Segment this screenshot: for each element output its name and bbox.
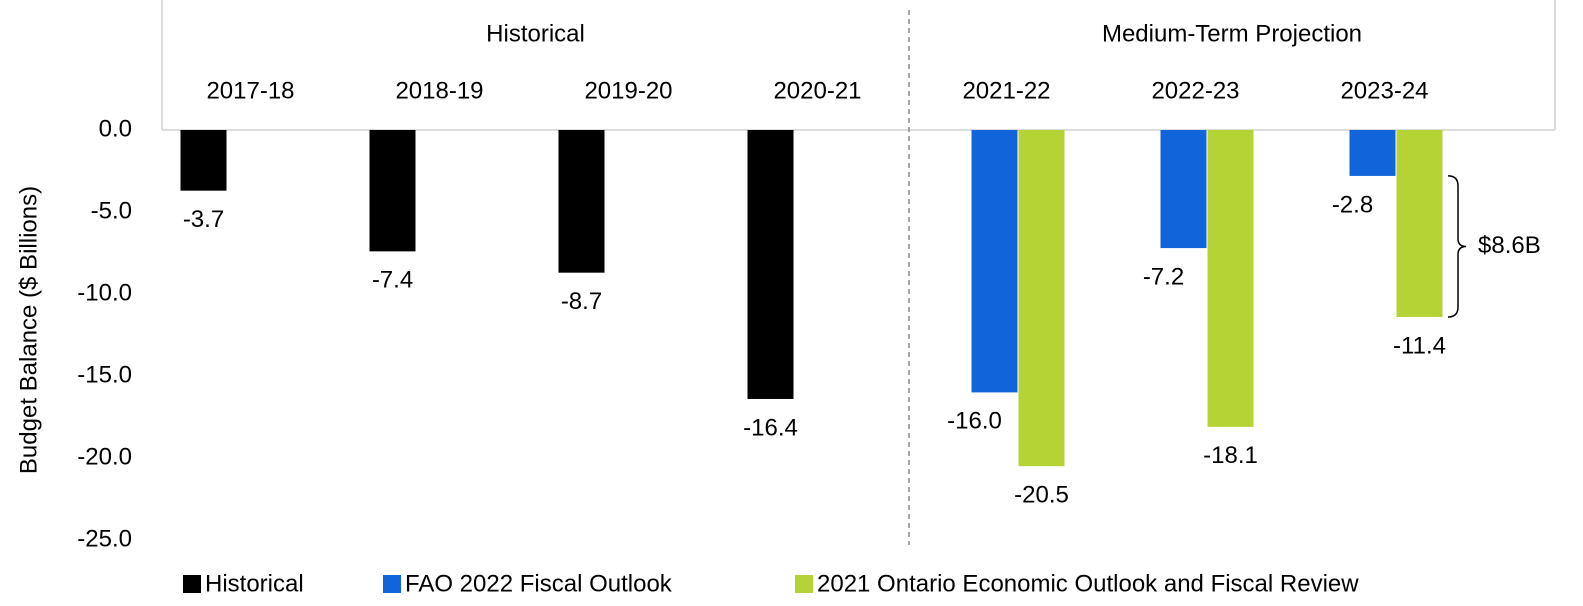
legend-swatch — [383, 575, 401, 593]
x-tick-label: 2019-20 — [584, 77, 672, 104]
bar — [747, 130, 794, 399]
value-label: -7.4 — [372, 267, 413, 294]
value-label: -2.8 — [1332, 191, 1373, 218]
group-label: Historical — [486, 20, 585, 47]
bar — [971, 130, 1018, 393]
value-label: -8.7 — [561, 288, 602, 315]
x-tick-label: 2017-18 — [206, 77, 294, 104]
bar — [1207, 130, 1254, 427]
legend-label: Historical — [205, 570, 304, 597]
y-axis-title: Budget Balance ($ Billions) — [15, 186, 42, 474]
value-label: -7.2 — [1143, 263, 1184, 290]
x-tick-label: 2022-23 — [1151, 77, 1239, 104]
y-tick-label: -5.0 — [91, 197, 132, 224]
y-tick-label: 0.0 — [99, 115, 132, 142]
bar — [1160, 130, 1207, 249]
bar — [1349, 130, 1396, 176]
y-tick-label: -20.0 — [77, 443, 132, 470]
x-tick-label: 2018-19 — [395, 77, 483, 104]
annotation: $8.6B — [1478, 232, 1541, 259]
value-label: -20.5 — [1014, 482, 1069, 509]
legend-swatch — [795, 575, 813, 593]
y-tick-label: -10.0 — [77, 279, 132, 306]
value-label: -3.7 — [183, 206, 224, 233]
value-label: -16.4 — [743, 414, 798, 441]
legend-label: 2021 Ontario Economic Outlook and Fiscal… — [817, 570, 1359, 597]
bar — [369, 130, 416, 252]
legend-swatch — [183, 575, 201, 593]
value-label: -18.1 — [1203, 442, 1258, 469]
x-tick-label: 2020-21 — [773, 77, 861, 104]
value-label: -11.4 — [1393, 332, 1446, 359]
bracket — [1447, 175, 1467, 318]
group-label: Medium-Term Projection — [1102, 20, 1362, 47]
legend-label: FAO 2022 Fiscal Outlook — [405, 570, 673, 597]
bar — [1396, 130, 1443, 317]
x-tick-label: 2023-24 — [1340, 77, 1428, 104]
bar — [558, 130, 605, 273]
y-tick-label: -25.0 — [77, 525, 132, 552]
bar — [180, 130, 227, 191]
value-label: -16.0 — [947, 408, 1002, 435]
bar — [1018, 130, 1065, 467]
x-tick-label: 2021-22 — [962, 77, 1050, 104]
y-tick-label: -15.0 — [77, 361, 132, 388]
